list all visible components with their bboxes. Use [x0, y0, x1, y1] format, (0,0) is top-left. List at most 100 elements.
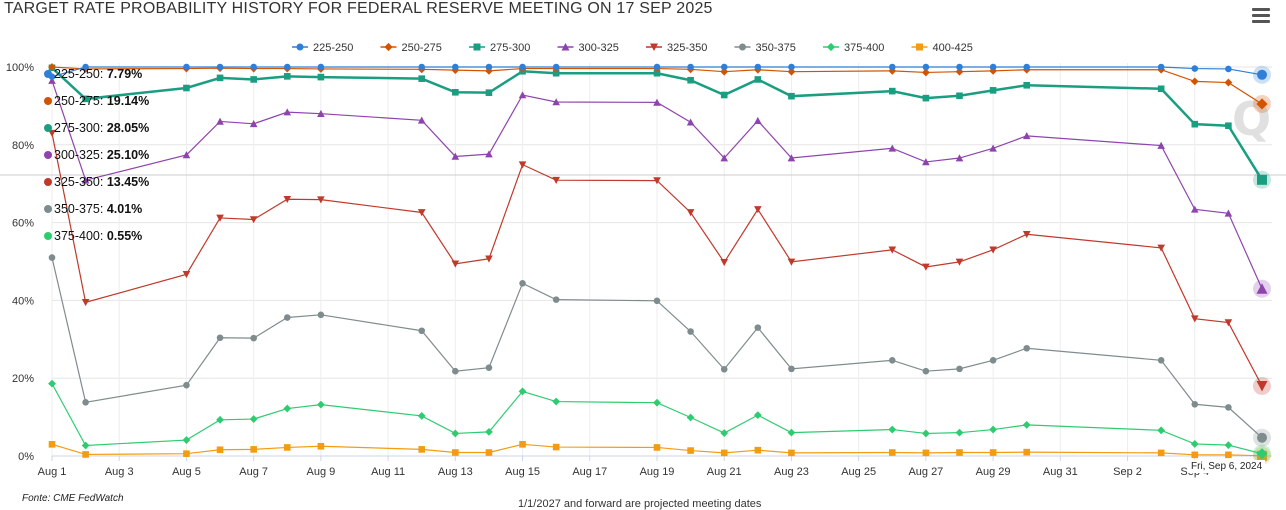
data-point [48, 441, 56, 448]
tooltip-bullet [44, 124, 52, 132]
legend-item-275-300[interactable]: 275-300 [469, 42, 530, 54]
legend-marker [826, 42, 836, 52]
data-point [1256, 380, 1268, 392]
legend-marker [739, 43, 746, 51]
data-point [787, 154, 796, 162]
tooltip-value: 19.14% [107, 94, 149, 108]
data-point [1224, 441, 1233, 450]
tooltip-row: 225-250: 7.79% [44, 67, 142, 81]
hamburger-menu-icon[interactable] [1252, 8, 1270, 24]
legend-item-400-425[interactable]: 400-425 [911, 42, 973, 54]
data-point [317, 109, 325, 117]
data-point [1191, 400, 1199, 408]
data-point [485, 255, 493, 263]
legend-marker [916, 43, 923, 51]
legend-item-250-275[interactable]: 250-275 [380, 42, 442, 54]
data-point [452, 367, 459, 375]
data-point [82, 63, 89, 71]
data-point [417, 412, 426, 420]
y-tick-label: 60% [12, 218, 34, 230]
series-300-325 [48, 76, 1271, 298]
data-point [552, 296, 560, 303]
data-point [485, 449, 493, 456]
data-point [787, 258, 796, 266]
data-point [216, 334, 224, 342]
data-point [418, 75, 426, 82]
data-point [283, 63, 291, 71]
series-350-375 [48, 254, 1271, 447]
legend-label: 250-275 [402, 42, 442, 54]
data-point [788, 449, 795, 457]
data-point [955, 154, 964, 162]
tooltip-series-label: 375-400: [54, 229, 107, 243]
x-axis: Aug 1 Aug 3 Aug 5 Aug 7 Aug 9 Aug 11 Aug 13 Aug… [38, 455, 1272, 478]
data-point [216, 74, 224, 82]
y-tick-label: 80% [12, 140, 34, 152]
series-line [51, 80, 1263, 289]
data-point [754, 116, 762, 124]
data-point [1157, 63, 1165, 71]
data-point [451, 260, 460, 268]
data-point [1256, 283, 1268, 294]
data-point [418, 446, 426, 453]
data-point [1257, 69, 1267, 80]
data-point [955, 67, 964, 76]
x-tick-label: Aug 25 [841, 466, 876, 478]
data-point [956, 449, 963, 456]
series-line [51, 66, 1263, 78]
legend-item-350-375[interactable]: 350-375 [734, 42, 796, 54]
data-point [686, 209, 695, 217]
tooltip-series-label: 325-350: [54, 175, 107, 189]
data-point [249, 216, 258, 224]
tooltip-row: 250-275: 19.14% [44, 94, 149, 108]
x-tick-label: Aug 9 [307, 466, 336, 478]
data-point [787, 428, 796, 437]
legend-item-225-250[interactable]: 225-250 [292, 42, 353, 54]
x-tick-label: Aug 15 [505, 466, 540, 478]
data-point [720, 449, 728, 457]
data-point [1225, 65, 1232, 73]
data-point [250, 63, 257, 71]
x-tick-label: Aug 11 [371, 466, 405, 478]
x-tick-label: Aug 27 [908, 466, 943, 478]
data-point [283, 404, 292, 413]
data-point [82, 95, 89, 103]
data-point [1225, 122, 1232, 130]
legend-item-375-400[interactable]: 375-400 [823, 42, 884, 54]
data-point [81, 176, 90, 184]
data-point [687, 63, 694, 71]
data-point [720, 91, 728, 99]
tooltip-row: 275-300: 28.05% [44, 121, 149, 135]
data-point [1191, 65, 1199, 72]
tooltip-row: 325-350: 13.45% [44, 175, 149, 189]
data-point [485, 364, 493, 371]
data-point [250, 446, 257, 453]
tooltip-row: 375-400: 0.55% [44, 229, 142, 243]
data-point [519, 441, 526, 448]
series-375-400 [48, 379, 1271, 463]
legend-label: 325-350 [667, 42, 707, 54]
data-point [653, 444, 661, 451]
data-point [687, 447, 694, 454]
data-point [518, 387, 527, 396]
legend-marker [384, 42, 393, 52]
data-point [720, 67, 729, 76]
tooltip-value: 13.45% [107, 175, 149, 189]
legend-marker [561, 43, 570, 51]
data-point [754, 446, 762, 454]
data-point [888, 246, 897, 254]
data-point [216, 63, 224, 71]
data-point [955, 258, 964, 266]
data-point [720, 258, 729, 267]
data-point [1023, 448, 1031, 456]
data-point [48, 76, 56, 84]
legend-item-300-325[interactable]: 300-325 [557, 42, 619, 54]
data-point [922, 367, 930, 375]
data-point [216, 446, 224, 454]
data-point [316, 400, 325, 409]
data-point [888, 144, 897, 152]
legend-item-325-350[interactable]: 325-350 [646, 42, 707, 54]
data-point [418, 327, 426, 335]
data-point [754, 324, 762, 331]
